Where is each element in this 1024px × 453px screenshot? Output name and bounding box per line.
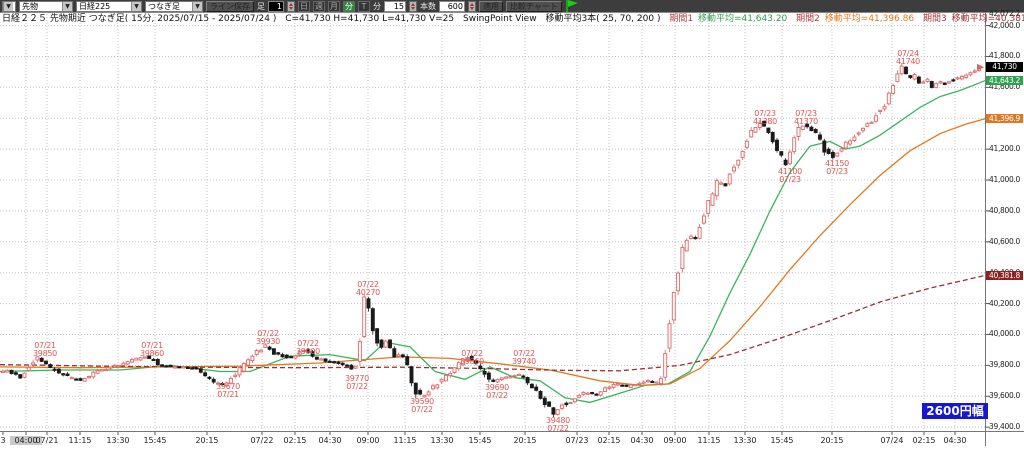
ma1-period-label: 期間1 — [669, 14, 694, 24]
apply-button[interactable]: 適用 — [479, 0, 503, 12]
range-annotation-badge[interactable]: 2600円幅 — [922, 403, 988, 419]
chevron-down-icon: ▼ — [131, 1, 141, 11]
bar-count-spinner[interactable] — [287, 0, 295, 12]
bar-count-input[interactable]: 1 — [268, 0, 284, 12]
minute-label: 分 — [373, 1, 381, 11]
minute-input[interactable]: 15 — [384, 0, 406, 12]
count-label: 本数 — [420, 1, 436, 11]
symbol-combo-value: 日経225 — [79, 1, 111, 11]
ohlc-readout: C=41,730 H=41,730 L=41,730 V=25 — [285, 14, 455, 24]
count-input[interactable]: 600 — [439, 0, 465, 12]
ma-settings-label: 移動平均3本( 25, 70, 200 ) — [545, 14, 661, 24]
count-spinner[interactable] — [468, 0, 476, 12]
minute-spinner[interactable] — [409, 0, 417, 12]
chevron-down-icon: ▼ — [3, 1, 13, 11]
market-combo-value: 先物 — [22, 1, 38, 11]
symbol-combo[interactable]: 日経225 ▼ — [76, 0, 142, 12]
instrument-title: 日経２２５ 先物期近 つなぎ足( 15分, 2025/07/15 - 2025/… — [2, 14, 277, 24]
green-flag-icon[interactable] — [565, 0, 579, 12]
chart-type-combo-value: つなぎ足 — [148, 1, 180, 11]
ma1-value-label: 移動平均=41,643.20 — [697, 14, 788, 24]
ma3-period-label: 期間3 — [923, 14, 947, 24]
ma2-value-label: 移動平均=41,396.86 — [824, 14, 915, 24]
ma2-period-label: 期間2 — [796, 14, 820, 24]
chart-type-combo[interactable]: つなぎ足 ▼ — [145, 0, 203, 12]
period-tick-button[interactable]: T — [358, 0, 370, 12]
market-combo[interactable]: 先物 ▼ — [19, 0, 73, 12]
bar-label: 足 — [257, 1, 265, 11]
chevron-down-icon: ▼ — [62, 1, 72, 11]
save-lines-button[interactable]: ライン保存 — [206, 0, 254, 12]
period-week-button[interactable]: 週 — [313, 0, 325, 12]
ma3-value-label: 移動平均=40,381.80 — [951, 14, 1024, 24]
blank-combo[interactable]: ▼ — [2, 0, 16, 12]
period-minute-button[interactable]: 分 — [343, 0, 355, 12]
period-month-button[interactable]: 月 — [328, 0, 340, 12]
chevron-down-icon: ▼ — [192, 1, 202, 11]
chart-title-row: 日経２２５ 先物期近 つなぎ足( 15分, 2025/07/15 - 2025/… — [2, 14, 1024, 24]
swingpoint-label: SwingPoint View — [463, 14, 537, 24]
compare-chart-button[interactable]: 比較チャート — [506, 0, 562, 12]
period-day-button[interactable]: 日 — [298, 0, 310, 12]
toolbar: ▼ 先物 ▼ 日経225 ▼ つなぎ足 ▼ ライン保存 足 1 日 週 月 分 … — [0, 0, 1024, 13]
